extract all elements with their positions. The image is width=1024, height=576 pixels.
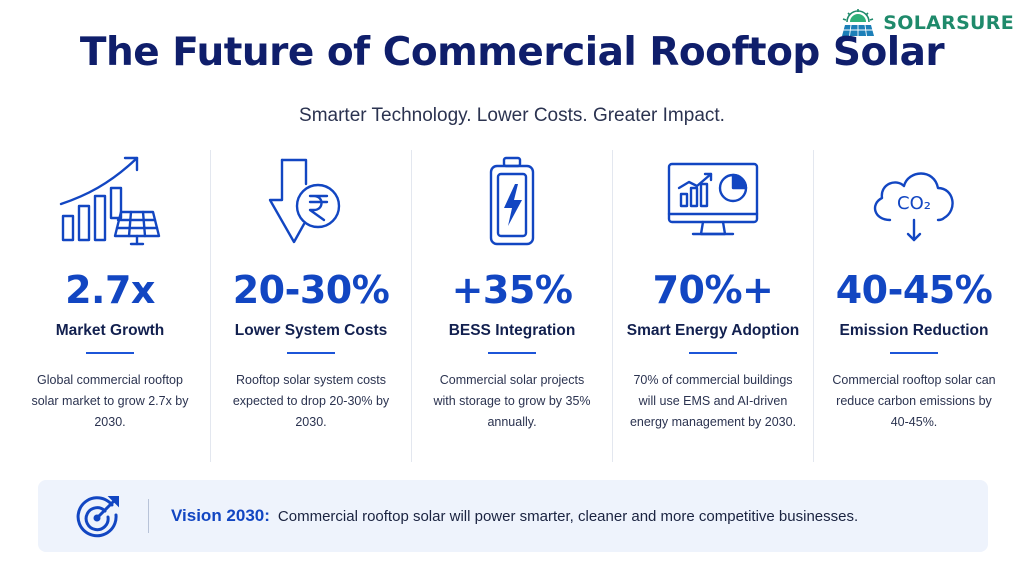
stats-row: 2.7x Market Growth Global commercial roo… <box>10 150 1014 462</box>
stat-description: Commercial rooftop solar can reduce carb… <box>832 373 996 429</box>
co2-label: CO₂ <box>897 193 931 214</box>
vision-heading: Vision 2030: <box>171 506 270 525</box>
co2-cloud-icon: CO₂ <box>873 172 954 242</box>
stat-card-lower-costs: 20-30% Lower System Costs Rooftop solar … <box>210 150 411 462</box>
stat-description: 70% of commercial buildings will use EMS… <box>629 373 797 429</box>
vision-text: Commercial rooftop solar will power smar… <box>277 507 859 525</box>
divider <box>86 352 134 354</box>
stat-label: Market Growth <box>55 322 165 339</box>
stat-label: Smart Energy Adoption <box>626 322 800 339</box>
brand-logo: SOLARSURE <box>839 8 1014 38</box>
divider <box>287 352 335 354</box>
stat-value: 70%+ <box>652 268 774 312</box>
stat-value: +35% <box>451 268 573 312</box>
stat-description: Rooftop solar system costs expected to d… <box>232 373 390 429</box>
monitor-analytics-icon <box>667 162 759 236</box>
stat-card-market-growth: 2.7x Market Growth Global commercial roo… <box>10 150 210 462</box>
growth-chart-solar-panel-icon <box>59 156 161 246</box>
stat-value: 2.7x <box>65 268 155 312</box>
vision-banner: Vision 2030: Commercial rooftop solar wi… <box>38 480 988 552</box>
page-subtitle: Smarter Technology. Lower Costs. Greater… <box>299 105 725 126</box>
stat-card-smart-energy: 70%+ Smart Energy Adoption 70% of commer… <box>612 150 813 462</box>
battery-bolt-icon <box>489 156 535 246</box>
divider <box>488 352 536 354</box>
divider <box>689 352 737 354</box>
stat-description: Global commercial rooftop solar market t… <box>31 373 189 429</box>
stat-label: Emission Reduction <box>839 322 989 339</box>
target-arrow-icon <box>76 496 119 538</box>
stat-value: 40-45% <box>835 268 993 312</box>
stat-label: BESS Integration <box>448 322 576 339</box>
divider <box>890 352 938 354</box>
solar-sunrise-logo-icon <box>842 9 875 37</box>
stat-card-bess: +35% BESS Integration Commercial solar p… <box>411 150 612 462</box>
brand-name: SOLARSURE <box>883 12 1014 34</box>
vision-separator <box>148 499 149 533</box>
stat-value: 20-30% <box>232 268 390 312</box>
stat-label: Lower System Costs <box>234 322 388 339</box>
down-arrow-rupee-icon <box>268 158 341 244</box>
stat-description: Commercial solar projects with storage t… <box>433 373 591 429</box>
stat-card-emission: CO₂ 40-45% Emission Reduction Commercial… <box>813 150 1014 462</box>
page-title: The Future of Commercial Rooftop Solar <box>79 30 945 75</box>
